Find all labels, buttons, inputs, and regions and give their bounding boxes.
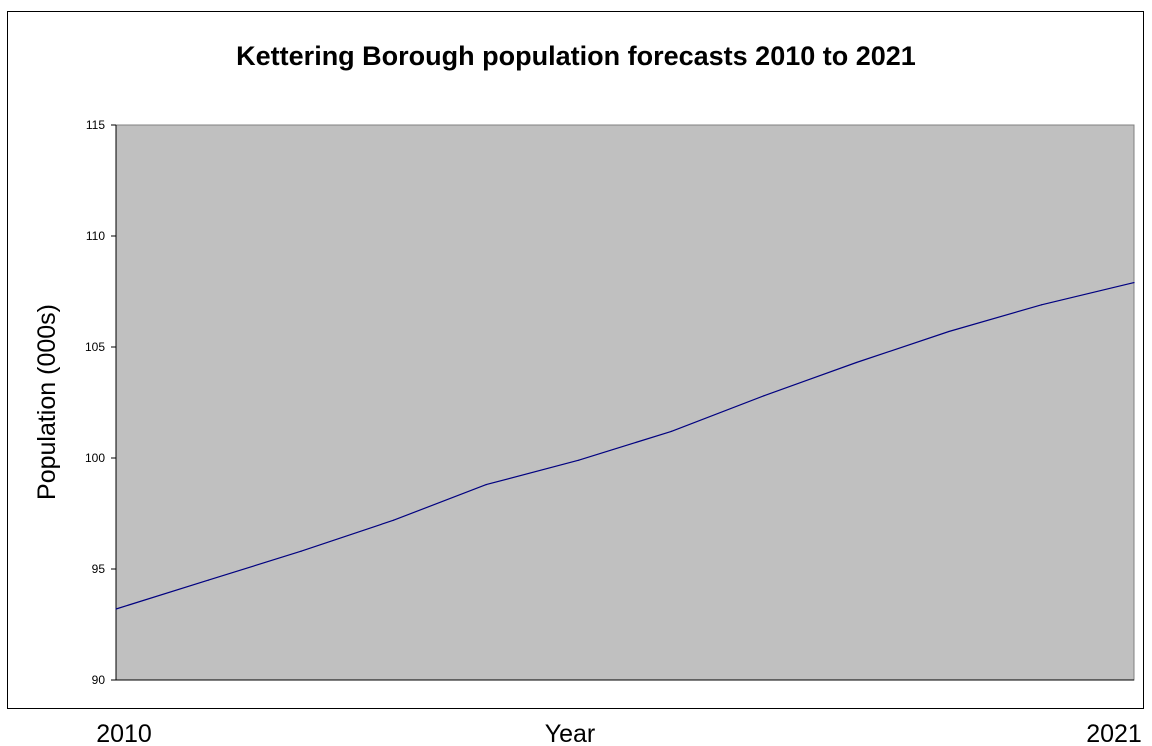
y-axis: 90 95 100 105 110 115 <box>85 118 117 687</box>
data-point <box>115 608 117 610</box>
data-point <box>207 579 210 581</box>
y-tick-label: 110 <box>86 229 105 243</box>
y-tick-label: 105 <box>85 340 105 354</box>
plot-area <box>115 124 1135 681</box>
x-tick-label-first: 2010 <box>96 720 152 746</box>
y-tick-label: 90 <box>92 673 106 687</box>
chart-title: Kettering Borough population forecasts 2… <box>236 41 916 71</box>
data-point <box>948 330 950 333</box>
y-tick-label: 115 <box>86 118 105 132</box>
data-point <box>1133 282 1135 284</box>
y-tick-label: 95 <box>92 562 106 576</box>
x-axis-label: Year <box>545 720 596 746</box>
y-axis-label: Population (000s) <box>33 304 61 500</box>
data-point <box>578 459 580 461</box>
series-line-0 <box>115 282 1135 610</box>
x-tick-label-last: 2021 <box>1086 720 1142 746</box>
y-tick-label: 100 <box>85 451 105 465</box>
data-point <box>300 550 302 552</box>
data-point <box>763 395 765 397</box>
data-point <box>485 484 487 486</box>
data-point <box>1040 304 1043 306</box>
data-point <box>393 519 395 521</box>
data-point <box>670 430 672 432</box>
data-point <box>855 361 857 364</box>
series-layer <box>115 282 1135 610</box>
